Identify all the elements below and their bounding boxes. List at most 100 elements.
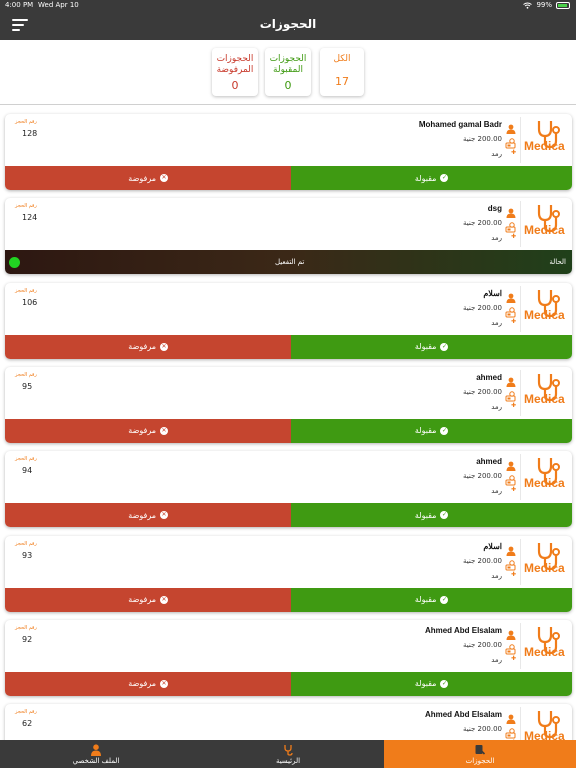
patient-name: dsg [487, 204, 502, 214]
tab-stethoscope[interactable]: الرئيسية [192, 740, 384, 768]
patient-icon [506, 541, 516, 560]
booking-info: Medica ✚ Ahmed Abd Elsalam 200.00 جنية ر… [5, 620, 572, 672]
summary-all-value: 17 [335, 75, 349, 88]
close-circle-icon: ✕ [160, 174, 169, 182]
status-time: 4:00 PM [5, 1, 34, 9]
accept-label: مقبولة [414, 426, 437, 436]
accept-button[interactable]: مقبولة ✓ [291, 503, 572, 528]
booking-number: 95 [22, 381, 33, 391]
specialty-icon: ✚ [510, 233, 516, 241]
medica-logo: Medica [520, 201, 572, 248]
close-circle-icon: ✕ [160, 595, 169, 604]
status-right: 99% [523, 1, 570, 9]
stethoscope-icon [529, 625, 565, 659]
summary-accepted[interactable]: الحجوزات المقبولة 0 [265, 48, 311, 96]
accept-button[interactable]: مقبولة ✓ [291, 671, 572, 696]
specialty-icon: ✚ [510, 149, 516, 156]
booking-card[interactable]: Medica ✚ dsg 200.00 جنية رمد رقم الحجز 1… [5, 198, 572, 275]
reject-label: مرفوضة [128, 426, 157, 436]
summary-rejected-label: الحجوزات المرفوضة [216, 54, 254, 75]
summary-rejected-value: 0 [231, 79, 239, 92]
booking-number-label: رقم الحجز [15, 709, 37, 716]
check-circle-icon: ✓ [440, 679, 449, 688]
reject-button[interactable]: مرفوضة ✕ [5, 418, 292, 443]
stethoscope-icon [529, 372, 565, 406]
check-circle-icon: ✓ [440, 511, 449, 520]
booking-specialty: رمد [491, 571, 502, 580]
booking-specialty: رمد [491, 487, 502, 496]
booking-price: 200.00 جنية [462, 387, 502, 396]
summary-all[interactable]: الكل 17 [320, 48, 364, 96]
patient-icon [506, 203, 516, 222]
tab-person[interactable]: الملف الشخصي [0, 740, 192, 768]
status-date: Wed Apr 10 [38, 1, 79, 9]
status-indicator-icon [9, 257, 20, 269]
booking-card[interactable]: Medica ✚ Mohamed gamal Badr 200.00 جنية … [5, 114, 572, 190]
stethoscope-icon [282, 744, 294, 758]
tab-bookings[interactable]: الحجوزات [384, 740, 576, 768]
booking-card[interactable]: Medica ✚ ahmed 200.00 جنية رمد رقم الحجز… [5, 451, 572, 528]
check-circle-icon: ✓ [440, 426, 449, 435]
booking-card[interactable]: Medica ✚ ahmed 200.00 جنية رمد رقم الحجز… [5, 366, 572, 443]
booking-price: 200.00 جنية [462, 725, 502, 734]
booking-number: 128 [22, 129, 38, 138]
booking-info: Medica ✚ dsg 200.00 جنية رمد رقم الحجز 1… [5, 198, 572, 250]
stethoscope-icon [529, 541, 565, 575]
stethoscope-icon [529, 119, 565, 153]
price-icon [505, 724, 516, 743]
medica-logo: Medica [520, 369, 572, 416]
filter-menu-icon[interactable] [12, 19, 28, 33]
brand-name: Medica [524, 729, 565, 744]
medica-logo: Medica [520, 707, 572, 754]
booking-card[interactable]: Medica ✚ اسلام 200.00 جنية رمد رقم الحجز… [5, 282, 572, 359]
booking-info: Medica ✚ ahmed 200.00 جنية رمد رقم الحجز… [5, 451, 572, 503]
accept-button[interactable]: مقبولة ✓ [291, 334, 572, 359]
booking-number: 106 [22, 297, 38, 307]
booking-specialty: رمد [491, 318, 502, 327]
booking-card[interactable]: Medica ✚ اسلام 200.00 جنية رمد رقم الحجز… [5, 535, 572, 612]
check-circle-icon: ✓ [440, 342, 449, 351]
booking-info: Medica ✚ ahmed 200.00 جنية رمد رقم الحجز… [5, 367, 572, 419]
summary-rejected[interactable]: الحجوزات المرفوضة 0 [212, 48, 258, 96]
booking-card[interactable]: Medica ✚ Ahmed Abd Elsalam 200.00 جنية ر… [5, 619, 572, 696]
booking-price: 200.00 جنية [462, 303, 502, 312]
reject-button[interactable]: مرفوضة ✕ [5, 166, 292, 190]
booking-actions: مرفوضة ✕ مقبولة ✓ [5, 166, 572, 190]
summary-accepted-label: الحجوزات المقبولة [269, 54, 307, 75]
tab-label: الملف الشخصي [72, 757, 120, 765]
close-circle-icon: ✕ [160, 679, 169, 688]
wifi-icon [523, 2, 533, 9]
reject-label: مرفوضة [128, 173, 157, 183]
battery-icon [556, 1, 570, 9]
reject-button[interactable]: مرفوضة ✕ [5, 671, 292, 696]
patient-icon [506, 372, 516, 391]
patient-name: اسلام [483, 288, 502, 298]
medica-logo: Medica [520, 538, 572, 585]
booking-specialty: رمد [491, 655, 502, 664]
accept-label: مقبولة [414, 173, 437, 183]
stethoscope-icon [529, 456, 565, 490]
specialty-icon: ✚ [510, 401, 516, 409]
booking-info: Medica ✚ Ahmed Abd Elsalam 200.00 جنية ر… [5, 704, 572, 756]
booking-number: 94 [22, 466, 33, 476]
brand-name: Medica [524, 139, 565, 153]
booking-number: 92 [22, 634, 33, 644]
check-circle-icon: ✓ [440, 595, 449, 604]
accept-button[interactable]: مقبولة ✓ [291, 166, 572, 190]
close-circle-icon: ✕ [160, 342, 169, 351]
booking-number-label: رقم الحجز [15, 203, 37, 210]
booking-actions: مرفوضة ✕ مقبولة ✓ [5, 334, 572, 359]
accept-button[interactable]: مقبولة ✓ [291, 587, 572, 612]
medica-logo: Medica [520, 622, 572, 669]
booking-status-text: تم التفعيل [275, 258, 305, 267]
medica-logo: Medica [520, 454, 572, 501]
patient-name: ahmed [476, 372, 502, 382]
divider [0, 104, 576, 105]
booking-actions: مرفوضة ✕ مقبولة ✓ [5, 587, 572, 612]
booking-number-label: رقم الحجز [15, 540, 37, 547]
reject-button[interactable]: مرفوضة ✕ [5, 587, 292, 612]
accept-button[interactable]: مقبولة ✓ [291, 418, 572, 443]
reject-button[interactable]: مرفوضة ✕ [5, 334, 292, 359]
reject-button[interactable]: مرفوضة ✕ [5, 503, 292, 528]
specialty-icon: ✚ [510, 317, 516, 325]
